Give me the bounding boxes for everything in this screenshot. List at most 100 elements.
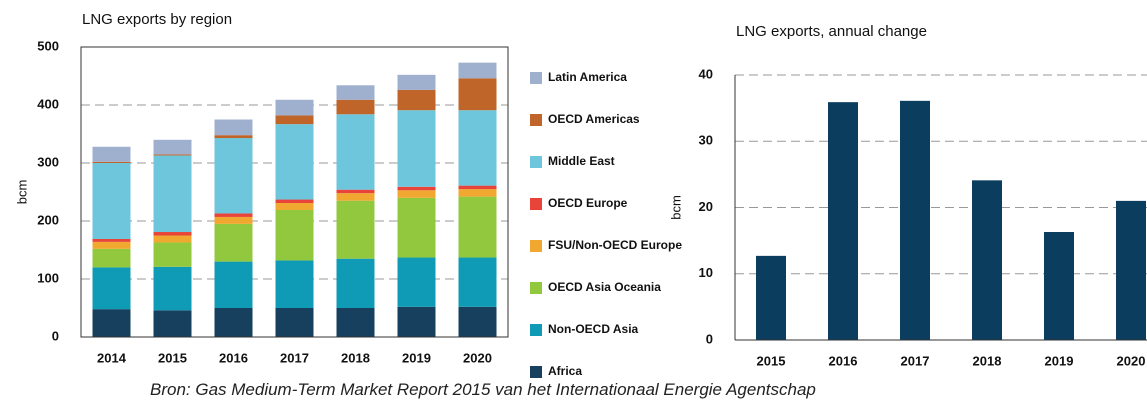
plot-frame (80, 46, 509, 338)
legend-swatch (530, 198, 542, 210)
bar-segment (275, 260, 314, 308)
chart-title: LNG exports by region (82, 11, 232, 28)
charts: LNG exports by regionbcm0100200300400500… (14, 11, 1147, 378)
bar-segment (92, 248, 131, 268)
bar-segment (275, 124, 314, 200)
x-tick-label: 2014 (97, 350, 127, 365)
bar (900, 100, 930, 341)
bar-segment (275, 115, 314, 125)
bar-segment (336, 99, 375, 115)
bar-segment (336, 258, 375, 308)
bar-segment (214, 308, 253, 337)
bar-segment (214, 261, 253, 308)
y-tick-label: 300 (37, 154, 59, 169)
legend-label: Latin America (548, 70, 627, 84)
bar-segment (397, 74, 436, 90)
bar-segment (214, 213, 253, 217)
y-axis-label: bcm (668, 195, 683, 220)
caption: Bron: Gas Medium-Term Market Report 2015… (150, 380, 816, 399)
bar-segment (458, 306, 497, 337)
y-tick-label: 500 (37, 38, 59, 53)
y-tick-label: 400 (37, 96, 59, 111)
bar-segment (92, 267, 131, 310)
bar (972, 180, 1002, 340)
x-tick-label: 2019 (1045, 353, 1074, 368)
bar-segment (458, 62, 497, 79)
bar-segment (458, 257, 497, 307)
bar-segment (92, 238, 131, 242)
bar-segment (336, 200, 375, 259)
bar-segment (214, 138, 253, 214)
x-tick-label: 2019 (402, 350, 431, 365)
bar (1116, 200, 1146, 340)
bar-segment (336, 193, 375, 201)
bar-segment (397, 306, 436, 337)
bar-segment (458, 196, 497, 258)
legend-swatch (530, 156, 542, 168)
bar-segment (153, 154, 192, 156)
bar-segment (153, 139, 192, 155)
legend-swatch (530, 324, 542, 336)
bar-segment (336, 189, 375, 194)
bar-segment (214, 135, 253, 139)
x-tick-label: 2015 (158, 350, 187, 365)
y-tick-label: 200 (37, 212, 59, 227)
legend-swatch (530, 114, 542, 126)
bar-segment (397, 186, 436, 191)
y-axis-label: bcm (14, 180, 29, 205)
y-tick-label: 20 (699, 199, 713, 214)
bar-segment (92, 146, 131, 162)
x-tick-label: 2020 (463, 350, 492, 365)
y-tick-label: 40 (699, 66, 713, 81)
bar-segment (214, 223, 253, 262)
bar-segment (153, 310, 192, 337)
y-tick-label: 30 (699, 133, 713, 148)
bar-segment (92, 309, 131, 337)
legend-label: OECD Americas (548, 112, 640, 126)
bar (1044, 232, 1074, 340)
legend-swatch (530, 366, 542, 378)
bar-segment (214, 216, 253, 224)
legend-label: OECD Europe (548, 196, 628, 210)
bar-segment (153, 235, 192, 243)
bar-segment (397, 257, 436, 307)
bar-segment (153, 232, 192, 236)
bar-segment (214, 119, 253, 136)
x-tick-label: 2020 (1117, 353, 1146, 368)
y-tick-label: 100 (37, 270, 59, 285)
x-tick-label: 2017 (901, 353, 930, 368)
x-tick-label: 2018 (341, 350, 370, 365)
bar-segment (397, 197, 436, 258)
bar-segment (275, 209, 314, 261)
legend-swatch (530, 282, 542, 294)
legend-label: FSU/Non-OECD Europe (548, 238, 682, 252)
bar-segment (458, 110, 497, 186)
legend-label: Middle East (548, 154, 615, 168)
legend-label: Non-OECD Asia (548, 322, 639, 336)
bar-segment (458, 189, 497, 197)
bar (828, 102, 858, 340)
x-tick-label: 2016 (219, 350, 248, 365)
legend-swatch (530, 240, 542, 252)
bar-segment (275, 99, 314, 116)
legend-label: Africa (548, 364, 582, 378)
bar-segment (153, 266, 192, 311)
bar-segment (275, 203, 314, 210)
bar-segment (92, 241, 131, 249)
y-tick-label: 0 (52, 328, 59, 343)
bar-segment (153, 242, 192, 267)
bar-segment (275, 199, 314, 204)
bar-segment (92, 163, 131, 239)
bar (756, 255, 786, 340)
bar-segment (397, 190, 436, 198)
bar-segment (275, 308, 314, 337)
bar-segment (336, 114, 375, 190)
y-tick-label: 0 (706, 331, 713, 346)
bar-segment (458, 78, 497, 111)
bar-segment (153, 155, 192, 233)
bar-segment (92, 161, 131, 163)
bar-segment (397, 89, 436, 111)
x-tick-label: 2015 (757, 353, 786, 368)
bar-segment (336, 85, 375, 100)
